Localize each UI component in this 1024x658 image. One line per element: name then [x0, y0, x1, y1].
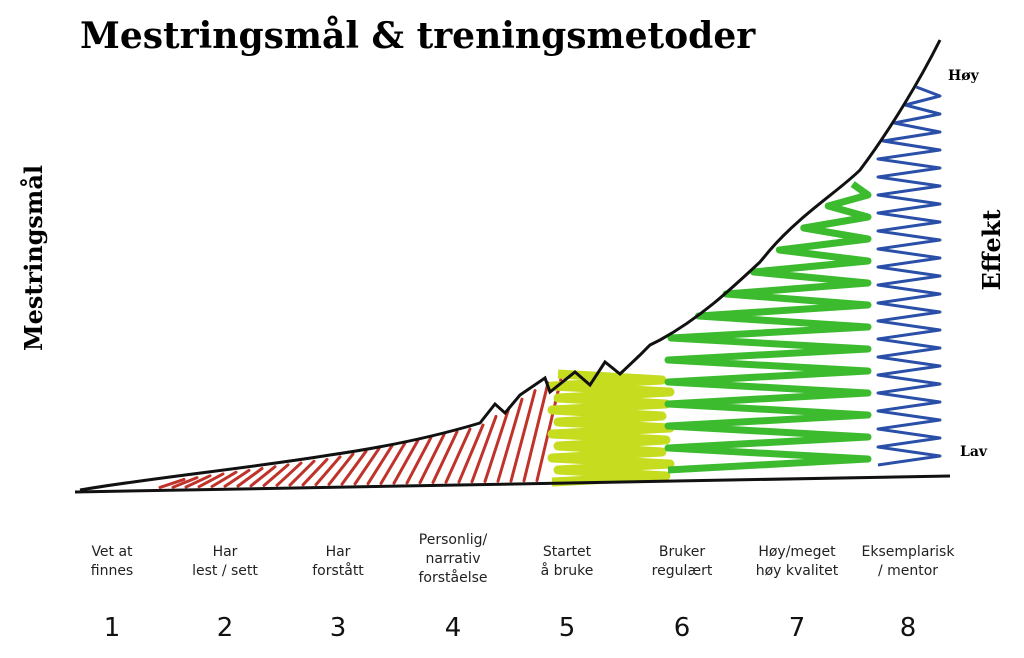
red-hatch	[210, 470, 238, 488]
red-hatch	[483, 406, 511, 484]
high-label: Høy	[948, 68, 980, 84]
curve	[79, 39, 942, 492]
stage-label: Har	[326, 544, 351, 560]
stage-number: 1	[104, 613, 121, 643]
red-hatch	[158, 477, 186, 489]
stage-label: / mentor	[878, 563, 938, 579]
red-hatch	[340, 449, 368, 486]
yellow-scribble	[547, 369, 675, 487]
stage-label: Eksemplarisk	[862, 544, 956, 560]
stage-label: regulært	[652, 563, 713, 579]
red-hatch	[262, 463, 290, 488]
stage-number: 7	[789, 613, 806, 643]
stage-label: Høy/meget	[758, 544, 836, 560]
stage-label: å bruke	[541, 562, 594, 579]
stage-label: Personlig/	[419, 532, 488, 548]
stage-label: narrativ	[426, 551, 481, 567]
red-hatch	[379, 441, 407, 485]
red-hatch	[522, 381, 550, 483]
stage-labels: Vet at finnes 1 Har lest / sett 2 Har forstått 3…	[91, 532, 956, 643]
left-axis-label: Mestringsmål	[19, 165, 48, 351]
red-hatch	[249, 465, 277, 488]
red-hatch	[509, 389, 537, 483]
red-hatch	[431, 430, 459, 484]
red-hatch	[418, 433, 446, 485]
red-hatch	[288, 459, 316, 487]
red-hatch	[275, 461, 303, 487]
stage-label: lest / sett	[192, 563, 258, 579]
red-hatch	[470, 414, 498, 484]
red-hatch	[457, 423, 485, 484]
stage-label: finnes	[91, 563, 133, 579]
title: Mestringsmål & treningsmetoder	[80, 15, 756, 57]
red-hatch	[353, 447, 381, 486]
stage-label: Bruker	[659, 544, 705, 560]
stage-label: Har	[213, 544, 238, 560]
baseline	[74, 474, 951, 494]
stage-label: høy kvalitet	[756, 563, 839, 579]
red-hatch	[392, 438, 420, 485]
stage-number: 3	[330, 613, 347, 643]
blue-zigzag	[876, 85, 942, 467]
right-axis-label: Effekt	[977, 210, 1006, 291]
red-hatch	[197, 472, 225, 489]
red-hatch	[223, 468, 251, 488]
stage-number: 2	[217, 613, 234, 643]
stage-label: forståelse	[418, 569, 487, 586]
stage-number: 6	[674, 613, 691, 643]
red-hatch	[366, 444, 394, 486]
stage-number: 4	[445, 613, 462, 643]
red-hatch	[171, 476, 199, 489]
red-hatch	[301, 457, 329, 487]
red-hatch	[327, 452, 355, 486]
stage-label: Vet at	[91, 544, 133, 560]
red-hatch	[444, 427, 472, 484]
red-hatch	[405, 435, 433, 485]
green-zigzag	[664, 181, 872, 474]
red-hatch	[236, 467, 264, 488]
red-hatch	[314, 455, 342, 487]
stage-number: 8	[900, 613, 917, 643]
stage-label: Startet	[543, 544, 592, 560]
red-hatch	[184, 474, 212, 489]
scribble-fills	[158, 85, 942, 489]
red-hatch	[496, 397, 524, 483]
stage-label: forstått	[312, 562, 364, 579]
stage-number: 5	[559, 613, 576, 643]
low-label: Lav	[960, 444, 988, 460]
